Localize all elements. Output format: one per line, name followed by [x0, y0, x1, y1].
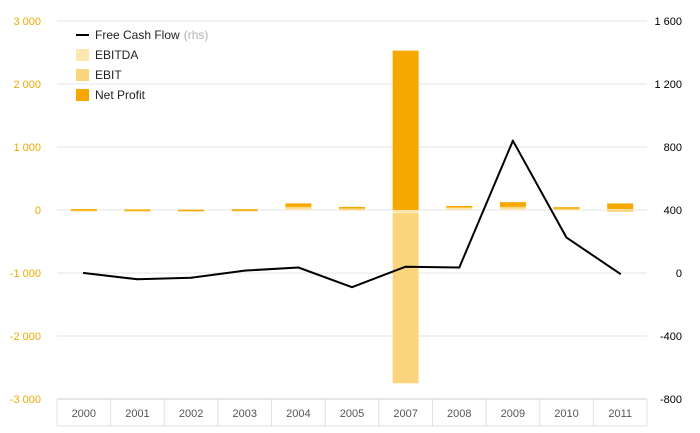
bar-net-profit	[499, 202, 526, 207]
bar-ebitda	[446, 207, 473, 210]
x-tick-label: 2003	[232, 408, 256, 420]
bar-ebit	[499, 206, 526, 209]
line-point	[136, 278, 139, 281]
bar-ebit	[607, 210, 634, 212]
y-right-tick-label: 1 200	[654, 79, 682, 91]
line-point	[243, 269, 246, 272]
x-tick-label: 2000	[72, 408, 96, 420]
y-left-tick-label: 0	[35, 205, 41, 217]
legend-swatch-box	[76, 49, 89, 61]
y-left-tick-label: 2 000	[13, 79, 41, 91]
y-right-tick-label: 400	[664, 205, 682, 217]
bar-net-profit	[124, 209, 151, 211]
bar-net-profit	[607, 203, 634, 210]
bar-ebit	[339, 208, 365, 210]
bar-net-profit	[285, 203, 312, 207]
legend-label: Net Profit	[95, 88, 146, 102]
y-left-tick-label: -2 000	[10, 331, 41, 343]
line-point	[404, 265, 407, 268]
legend-label-text: Net Profit	[95, 88, 146, 102]
line-point	[458, 266, 461, 269]
legend-swatch-box	[76, 89, 89, 101]
line-series	[82, 139, 622, 289]
y-right-tick-label: 800	[664, 142, 682, 154]
legend-label-text: EBITDA	[95, 48, 138, 62]
x-tick-label: 2005	[340, 408, 364, 420]
y-left-tick-label: 3 000	[13, 16, 41, 28]
bars	[70, 50, 634, 384]
legend: Free Cash Flow (rhs) EBITDA EBIT Net Profit	[76, 28, 208, 102]
legend-label-text: Free Cash Flow	[95, 28, 180, 42]
line-point	[351, 286, 353, 289]
legend-label-suffix: (rhs)	[184, 28, 209, 42]
y-left-tick-label: -3 000	[10, 394, 41, 406]
y-left-tick-label: -1 000	[10, 268, 41, 280]
legend-label: Free Cash Flow (rhs)	[95, 28, 208, 42]
y-axis-left: -3 000 -2 000 -1 000 0 1 000 2 000 3 000	[10, 16, 41, 406]
line-point	[511, 139, 514, 142]
legend-swatch-box	[76, 69, 89, 81]
x-tick-label: 2007	[393, 408, 417, 420]
legend-label: EBITDA	[95, 48, 138, 62]
bar-net-profit	[392, 50, 419, 210]
x-tick-label: 2011	[608, 408, 632, 420]
x-tick-label: 2002	[179, 408, 203, 420]
y-right-tick-label: 1 600	[654, 16, 682, 28]
y-right-tick-label: 0	[676, 268, 682, 280]
bar-ebit	[70, 210, 97, 212]
legend-label-text: EBIT	[95, 68, 122, 82]
line-point	[565, 236, 568, 239]
x-tick-label: 2008	[447, 408, 471, 420]
bar-net-profit	[446, 205, 473, 208]
x-axis: 2000 2001 2002 2003 2004 2005 2007 2008 2009 2010…	[56, 398, 648, 427]
x-tick-label: 2009	[501, 408, 525, 420]
line-point	[297, 266, 300, 269]
legend-label: EBIT	[95, 68, 122, 82]
line-point	[190, 276, 193, 279]
y-axis-right: -800 -400 0 400 800 1 200 1 600	[654, 16, 682, 406]
bar-ebitda	[499, 208, 526, 210]
line-point	[82, 272, 85, 274]
bar-ebitda	[607, 209, 634, 211]
bar-ebit	[553, 208, 580, 210]
x-tick-label: 2010	[554, 408, 578, 420]
line-point	[619, 272, 622, 275]
y-right-tick-label: -800	[660, 394, 682, 406]
y-left-tick-label: 1 000	[13, 142, 41, 154]
bar-ebitda	[392, 210, 419, 214]
bar-net-profit	[231, 209, 258, 211]
bar-ebit	[231, 210, 258, 212]
bar-net-profit	[70, 209, 97, 211]
bar-net-profit	[553, 207, 580, 209]
y-right-tick-label: -400	[660, 331, 682, 343]
bar-ebitda	[285, 208, 312, 210]
bar-net-profit	[339, 206, 365, 209]
x-tick-label: 2001	[125, 408, 149, 420]
bar-ebit	[285, 206, 312, 209]
bar-ebit	[392, 213, 419, 384]
line-free-cash-flow	[83, 139, 621, 289]
bar-net-profit	[178, 209, 205, 212]
x-tick-label: 2004	[286, 408, 310, 420]
gridlines	[57, 20, 647, 400]
